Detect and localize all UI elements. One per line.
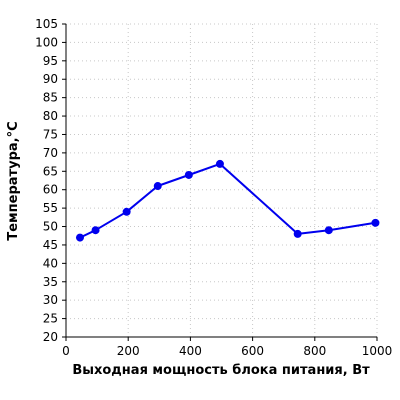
tick-marks [62, 23, 378, 341]
tick-labels: 20 25 30 35 40 45 50 55 60 65 70 75 80 85 90 95 100 105 0 2… [35, 17, 392, 358]
data-point [122, 207, 131, 216]
data-point [371, 218, 380, 227]
x-axis-title: Выходная мощность блока питания, Вт [72, 363, 370, 378]
y-tick-label: 80 [43, 109, 58, 123]
axes [65, 24, 377, 338]
y-axis-title: Температура,°С [6, 121, 21, 240]
y-tick-label: 100 [35, 35, 58, 49]
x-tick-label: 200 [117, 344, 140, 358]
y-tick-label: 50 [43, 220, 58, 234]
x-tick-label: 0 [62, 344, 70, 358]
x-tick-label: 800 [303, 344, 326, 358]
y-tick-label: 65 [43, 164, 58, 178]
y-tick-label: 35 [43, 275, 58, 289]
y-tick-label: 75 [43, 127, 58, 141]
y-tick-label: 105 [35, 17, 58, 31]
y-tick-label: 30 [43, 293, 58, 307]
series-layer [75, 159, 380, 242]
y-tick-label: 70 [43, 146, 58, 160]
x-tick-label: 600 [241, 344, 264, 358]
data-point [75, 233, 84, 242]
y-tick-label: 55 [43, 201, 58, 215]
grid [65, 23, 378, 338]
y-tick-label: 40 [43, 256, 58, 270]
y-tick-label: 20 [43, 330, 58, 344]
x-tick-label: 400 [179, 344, 202, 358]
data-point [184, 170, 193, 179]
y-tick-label: 95 [43, 54, 58, 68]
y-tick-label: 90 [43, 72, 58, 86]
series-line [79, 162, 376, 239]
data-point [153, 182, 162, 191]
y-tick-label: 85 [43, 91, 58, 105]
data-point [91, 226, 100, 235]
y-tick-label: 25 [43, 312, 58, 326]
y-tick-label: 60 [43, 183, 58, 197]
data-point [293, 229, 302, 238]
data-point [215, 159, 224, 168]
x-tick-label: 1000 [362, 344, 393, 358]
data-point [324, 226, 333, 235]
y-tick-label: 45 [43, 238, 58, 252]
